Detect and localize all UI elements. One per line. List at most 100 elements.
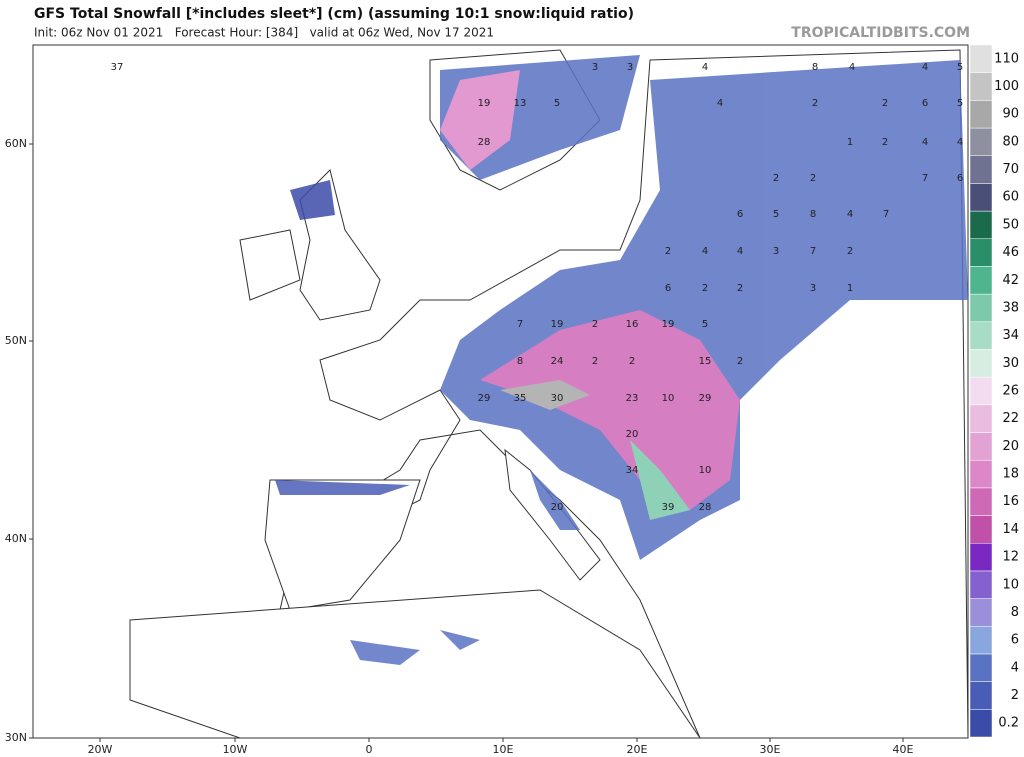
snow-amount: 2 (629, 356, 635, 367)
snow-amount: 29 (699, 393, 712, 404)
colorbar-label: 90 (1002, 107, 1019, 122)
snow-amount: 2 (737, 283, 743, 294)
colorbar-cell (969, 653, 993, 682)
snow-amount: 2 (882, 98, 888, 109)
snow-amount: 2 (665, 246, 671, 257)
snow-amount: 15 (699, 356, 712, 367)
colorbar-label: 42 (1002, 273, 1019, 288)
colorbar-label: 8 (1011, 605, 1019, 620)
snow-amount: 8 (810, 209, 816, 220)
snow-amount: 20 (626, 429, 639, 440)
snow-amount: 2 (737, 356, 743, 367)
snow-amount: 10 (699, 465, 712, 476)
colorbar-cell (969, 515, 993, 544)
lon-label: 20W (88, 743, 113, 756)
snow-amount: 6 (737, 209, 743, 220)
snow-amount: 3 (810, 283, 816, 294)
colorbar-label: 70 (1002, 162, 1019, 177)
colorbar-cell (969, 570, 993, 599)
colorbar-cell (969, 293, 993, 323)
lat-label: 40N (5, 532, 27, 545)
snow-cover (275, 55, 968, 665)
snow-amount: 28 (478, 137, 491, 148)
colorbar-label: 4 (1011, 660, 1019, 675)
colorbar-cell (969, 542, 993, 572)
snow-amount: 37 (111, 62, 124, 73)
colorbar-cell (969, 376, 993, 406)
colorbar-cell (969, 626, 993, 655)
colorbar-cell (969, 266, 993, 295)
snow-amount: 30 (551, 393, 564, 404)
snow-amount: 28 (699, 502, 712, 513)
snow-amount: 4 (922, 62, 928, 73)
snow-amount: 16 (626, 319, 639, 330)
colorbar-cell (969, 404, 993, 433)
colorbar-label: 34 (1002, 328, 1019, 343)
snow-amount: 29 (478, 393, 491, 404)
snow-amount: 7 (517, 319, 523, 330)
snow-amount: 5 (554, 98, 560, 109)
lon-label: 10E (493, 743, 514, 756)
colorbar-label: 80 (1002, 134, 1019, 149)
snow-amount: 3 (773, 246, 779, 257)
snow-amount: 2 (702, 283, 708, 294)
colorbar-label: 6 (1011, 633, 1019, 648)
title: GFS Total Snowfall [*includes sleet*] (c… (34, 6, 634, 22)
colorbar-label: 38 (1002, 300, 1019, 315)
colorbar-label: 46 (1002, 245, 1019, 260)
lat-label: 60N (5, 137, 27, 150)
colorbar-cell (969, 349, 993, 378)
colorbar-cell (969, 487, 993, 516)
snow-amount: 10 (662, 393, 675, 404)
snow-amount: 4 (717, 98, 723, 109)
colorbar-label: 12 (1002, 550, 1019, 565)
snow-amount: 2 (592, 356, 598, 367)
colorbar-label: 26 (1002, 384, 1019, 399)
colorbar-label: 100 (994, 79, 1019, 94)
snow-amount: 1 (847, 137, 853, 148)
snow-amount: 2 (847, 246, 853, 257)
snow-amount: 2 (592, 319, 598, 330)
snow-amount: 2 (773, 173, 779, 184)
colorbar-label: 16 (1002, 494, 1019, 509)
snow-amount: 5 (957, 62, 963, 73)
snow-amount: 8 (812, 62, 818, 73)
snow-amount: 34 (626, 465, 639, 476)
colorbar-cell (969, 210, 993, 240)
site-name: TROPICALTIDBITS.COM (791, 25, 970, 41)
lon-label: 20E (627, 743, 648, 756)
colorbar-label: 0.2 (998, 716, 1019, 731)
colorbar-label: 10 (1002, 577, 1019, 592)
map-labels: 37 3 3 4 8 4 4 519 13 5 4 2 2 6 528 1 2 4 42 2 7 66 5 8 4 72 4 4 3 7 2… (111, 62, 964, 513)
axis-labels: 20W 10W 0 10E 20E 30E 40E 60N 50N 40N 30N (5, 137, 914, 756)
snow-amount: 13 (514, 98, 527, 109)
subtitle: Init: 06z Nov 01 2021 Forecast Hour: [38… (34, 26, 494, 40)
colorbar-cell (969, 681, 993, 710)
snow-amount: 2 (812, 98, 818, 109)
snow-amount: 4 (847, 209, 853, 220)
colorbar-cell (969, 72, 993, 101)
colorbar-cell (969, 321, 993, 350)
colorbar-cell (969, 709, 993, 738)
colorbar-cell (969, 183, 993, 212)
snow-amount: 39 (662, 502, 675, 513)
lat-label: 50N (5, 334, 27, 347)
colorbar-cell (969, 598, 993, 627)
colorbar-label: 14 (1002, 522, 1019, 537)
snow-amount: 19 (551, 319, 564, 330)
snow-amount: 1 (847, 283, 853, 294)
colorbar-label: 22 (1002, 411, 1019, 426)
colorbar-label: 2 (1011, 688, 1019, 703)
snow-amount: 23 (626, 393, 639, 404)
lon-label: 40E (893, 743, 914, 756)
colorbar-cell (969, 238, 993, 267)
colorbar-cell (969, 155, 993, 184)
snow-amount: 5 (773, 209, 779, 220)
snow-amount: 4 (737, 246, 743, 257)
snow-amount: 20 (551, 502, 564, 513)
lon-label: 0 (366, 743, 373, 756)
lon-label: 30E (760, 743, 781, 756)
colorbar-label: 110 (994, 51, 1019, 66)
snow-amount: 4 (702, 62, 708, 73)
snow-amount: 7 (810, 246, 816, 257)
